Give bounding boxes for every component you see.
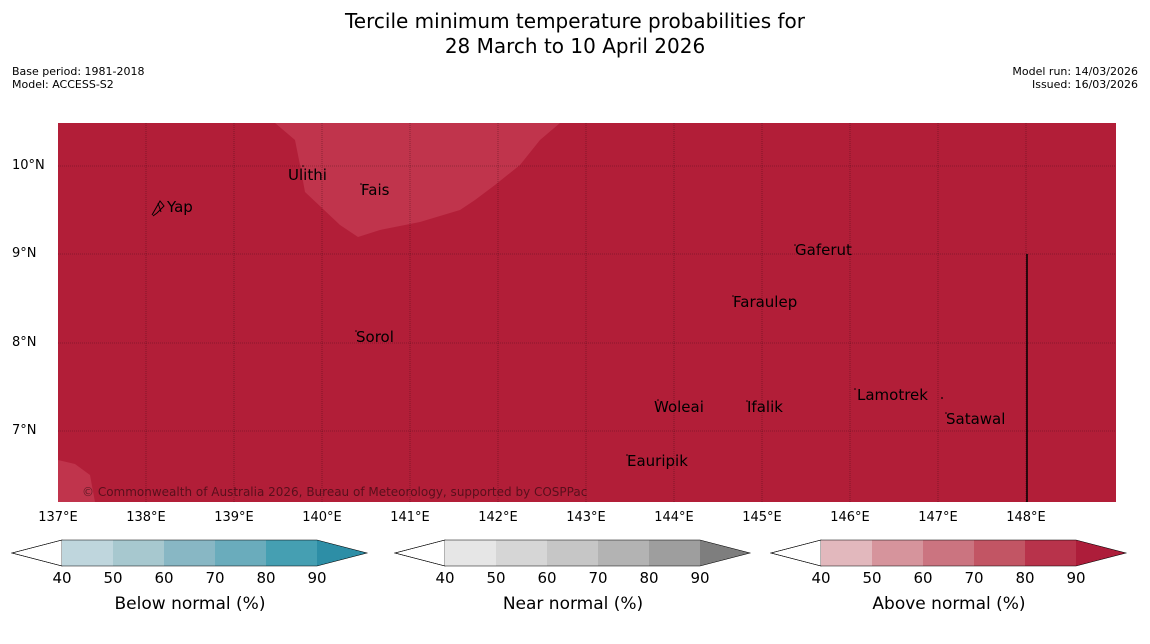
- title-line-1: Tercile minimum temperature probabilitie…: [344, 9, 806, 33]
- copyright-notice: © Commonwealth of Australia 2026, Bureau…: [82, 485, 588, 499]
- place-label: Eauripik: [627, 452, 688, 470]
- colorbar-tick: 70: [964, 569, 984, 587]
- colorbar-above-over: [1076, 540, 1126, 566]
- meta-right: Model run: 14/03/2026 Issued: 16/03/2026: [1012, 65, 1138, 91]
- colorbar-near-segment: [547, 540, 598, 566]
- title-line-2: 28 March to 10 April 2026: [444, 34, 706, 58]
- colorbar-below-segment: [164, 540, 215, 566]
- colorbar-near-segment: [649, 540, 700, 566]
- colorbar-below-frame: [10, 539, 369, 567]
- colorbar-near-frame: [393, 539, 752, 567]
- model-run: Model run: 14/03/2026: [1012, 65, 1138, 78]
- lon-tick: 146°E: [830, 510, 870, 525]
- colorbar-below-segment: [113, 540, 164, 566]
- lon-tick: 137°E: [38, 510, 78, 525]
- lon-tick: 142°E: [478, 510, 518, 525]
- colorbar-above-frame: [769, 539, 1128, 567]
- colorbar-above-segment: [923, 540, 974, 566]
- colorbar-near-label: Near normal (%): [502, 594, 644, 614]
- colorbar-near-under: [393, 539, 446, 567]
- lat-tick: 7°N: [12, 423, 37, 438]
- colorbar-tick: 80: [1015, 569, 1035, 587]
- colorbar-above-under: [769, 539, 822, 567]
- colorbar-below-label: Below normal (%): [114, 594, 266, 614]
- lon-tick: 145°E: [742, 510, 782, 525]
- colorbar-tick: 50: [103, 569, 123, 587]
- colorbar-below-segment: [215, 540, 266, 566]
- colorbar-tick: 50: [486, 569, 506, 587]
- map-background: [58, 123, 1116, 502]
- colorbar-below-over: [317, 540, 367, 566]
- lighter-probability-zone: [275, 123, 560, 237]
- issued-date: Issued: 16/03/2026: [1031, 78, 1138, 91]
- place-label: Ifalik: [747, 398, 783, 416]
- colorbar-tick: 70: [205, 569, 225, 587]
- lon-tick: 141°E: [390, 510, 430, 525]
- lon-tick: 140°E: [302, 510, 342, 525]
- colorbar-below: [10, 539, 369, 567]
- place-label: Ulithi: [288, 166, 327, 184]
- colorbar-below-segment: [62, 540, 113, 566]
- colorbar-tick: 80: [256, 569, 276, 587]
- lon-tick: 147°E: [918, 510, 958, 525]
- colorbar-near-segment: [445, 540, 496, 566]
- colorbar-above-segment: [974, 540, 1025, 566]
- place-label: Woleai: [654, 398, 704, 416]
- base-period: Base period: 1981-2018: [12, 65, 145, 78]
- colorbar-below-segment: [266, 540, 317, 566]
- colorbar-tick: 50: [862, 569, 882, 587]
- chart-title: Tercile minimum temperature probabilitie…: [0, 9, 1150, 59]
- lon-tick: 138°E: [126, 510, 166, 525]
- lat-gridlines: [58, 165, 1116, 432]
- colorbar-tick: 40: [811, 569, 831, 587]
- colorbar-above-segment: [821, 540, 872, 566]
- meta-left: Base period: 1981-2018 Model: ACCESS-S2: [12, 65, 144, 91]
- colorbar-tick: 60: [537, 569, 557, 587]
- lighter-probability-corner: [58, 460, 95, 502]
- colorbar-tick: 90: [690, 569, 710, 587]
- colorbar-tick: 60: [913, 569, 933, 587]
- place-label: Fais: [361, 181, 390, 199]
- colorbar-near: [393, 539, 752, 567]
- island-dots: [302, 165, 947, 456]
- model-name: Model: ACCESS-S2: [12, 78, 114, 91]
- colorbar-tick: 40: [52, 569, 72, 587]
- colorbar-near-segment: [496, 540, 547, 566]
- colorbar-near-over: [700, 540, 750, 566]
- colorbar-near-segment: [598, 540, 649, 566]
- yap-island-outline: [151, 200, 165, 217]
- lat-tick: 8°N: [12, 335, 37, 350]
- colorbar-tick: 40: [435, 569, 455, 587]
- colorbar-above: [769, 539, 1128, 567]
- colorbar-tick: 60: [154, 569, 174, 587]
- colorbar-above-segment: [872, 540, 923, 566]
- colorbar-tick: 90: [307, 569, 327, 587]
- place-label: Lamotrek: [857, 386, 928, 404]
- colorbar-below-under: [10, 539, 63, 567]
- colorbar-above-label: Above normal (%): [872, 594, 1026, 614]
- place-label: Sorol: [356, 328, 394, 346]
- colorbar-above-segment: [1025, 540, 1076, 566]
- place-label: Yap: [167, 198, 193, 216]
- lon-tick: 148°E: [1006, 510, 1046, 525]
- lon-tick: 144°E: [654, 510, 694, 525]
- colorbar-tick: 90: [1066, 569, 1086, 587]
- lat-tick: 10°N: [12, 158, 45, 173]
- colorbar-tick: 80: [639, 569, 659, 587]
- lon-tick: 139°E: [214, 510, 254, 525]
- lat-tick: 9°N: [12, 246, 37, 261]
- place-label: Gaferut: [795, 241, 852, 259]
- place-label: Faraulep: [733, 293, 798, 311]
- colorbar-tick: 70: [588, 569, 608, 587]
- place-label: Satawal: [946, 410, 1006, 428]
- lon-tick: 143°E: [566, 510, 606, 525]
